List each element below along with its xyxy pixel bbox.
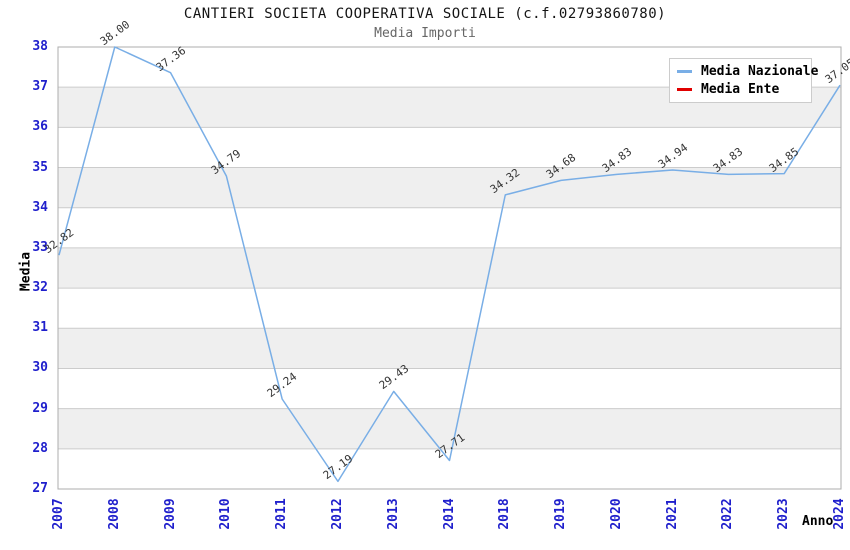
y-axis-title: Media [18,251,34,292]
y-tick-label: 37 [32,79,48,95]
legend-item-media-nazionale: Media Nazionale [670,62,818,80]
plot-band [58,368,841,409]
x-axis-title: Anno [802,514,834,529]
legend-label-media-nazionale: Media Nazionale [701,63,819,79]
legend-line-swatch-ente-icon [677,87,692,91]
y-tick-label: 27 [32,481,48,496]
x-tick-label: 2007 [51,498,66,530]
plot-band [58,127,841,168]
legend-line-swatch-nazionale-icon [677,69,692,73]
legend-label-media-ente: Media Ente [701,81,780,97]
plot-band [58,167,841,208]
plot-border [57,46,842,490]
x-tick-label: 2023 [776,498,792,530]
y-tick-label: 32 [32,280,48,296]
x-tick-label: 2009 [162,498,178,530]
chart-title: CANTIERI SOCIETA COOPERATIVA SOCIALE (c.… [183,6,667,22]
y-tick-label: 29 [32,400,48,416]
series-line-media-nazionale [58,46,841,483]
y-tick-label: 34 [32,199,48,215]
x-tick-label: 2014 [441,498,457,530]
x-tick-label: 2019 [553,498,569,530]
x-tick-label: 2020 [608,498,624,530]
x-tick-label: 2021 [664,498,680,530]
y-tick-label: 31 [32,320,48,336]
y-tick-label: 38 [32,39,48,54]
x-tick-label: 2013 [385,498,401,530]
x-tick-label: 2010 [218,498,234,530]
x-tick-label: 2012 [329,498,345,530]
plot-band [58,288,841,329]
x-tick-label: 2022 [720,498,736,530]
plot-band [58,247,841,289]
plot-band [58,448,841,489]
y-tick-label: 30 [32,360,48,376]
plot-band [58,207,841,248]
chart-subtitle: Media Importi [374,26,476,41]
x-tick-label: 2018 [497,498,513,530]
y-tick-label: 35 [32,159,48,175]
legend-item-media-ente: Media Ente [670,80,811,98]
y-tick-label: 36 [32,119,48,135]
x-tick-label: 2008 [106,498,122,530]
legend: Media Nazionale Media Ente [669,58,818,103]
y-tick-label: 33 [32,239,48,255]
plot-band [58,328,841,369]
plot-band [58,408,841,449]
y-tick-label: 28 [32,440,48,456]
x-tick-label: 2024 [832,498,847,530]
x-tick-label: 2011 [274,498,290,530]
